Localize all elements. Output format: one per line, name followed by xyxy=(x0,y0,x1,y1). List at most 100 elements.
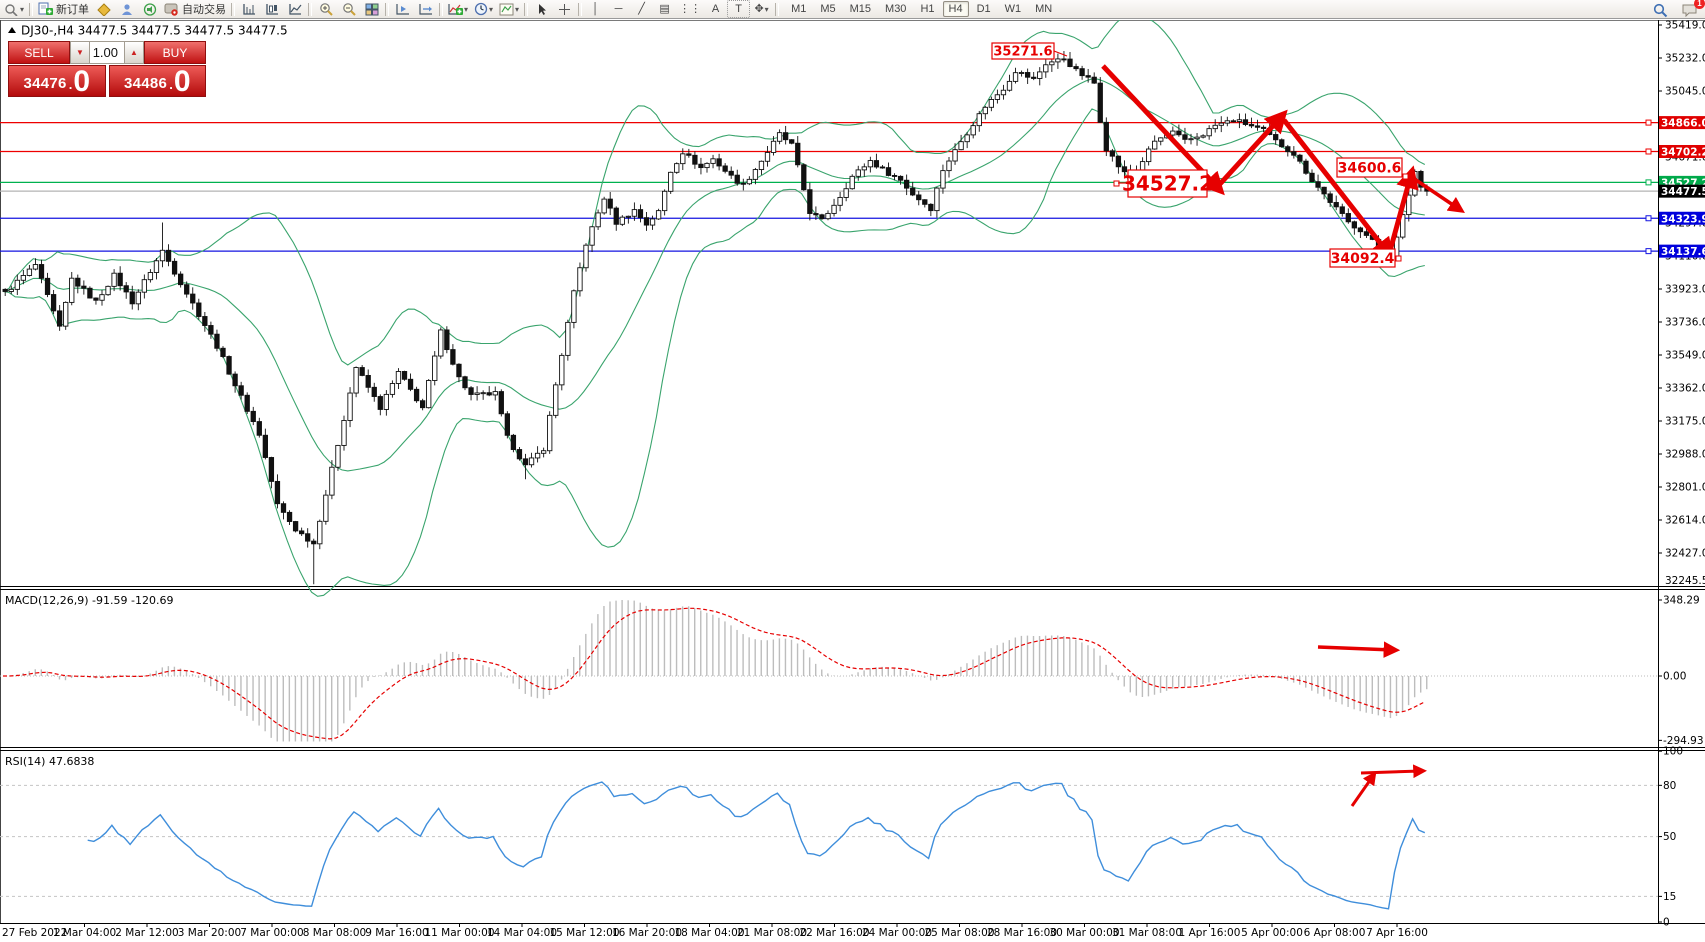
sell-button[interactable]: SELL xyxy=(8,41,70,64)
timeframe-H1[interactable]: H1 xyxy=(920,3,935,15)
svg-text:30 Mar 00:00: 30 Mar 00:00 xyxy=(1049,927,1119,939)
buy-price-main: 34486 xyxy=(123,75,168,92)
timeframe-M15[interactable]: M15 xyxy=(849,3,872,15)
horizontal-line-tool[interactable]: ─ xyxy=(614,2,623,15)
chart-title: DJ30-,H4 34477.5 34477.5 34477.5 34477.5 xyxy=(21,24,288,38)
svg-text:80: 80 xyxy=(1663,780,1676,792)
vertical-line-tool[interactable]: │ xyxy=(592,2,599,15)
chevron-down-icon: ▾ xyxy=(20,4,25,14)
toolbar-separator xyxy=(524,2,529,16)
toolbar-separator xyxy=(578,2,583,16)
svg-text:32801.0: 32801.0 xyxy=(1665,481,1705,493)
search-icon[interactable] xyxy=(1649,1,1672,19)
text-label-tool[interactable]: T xyxy=(727,0,751,18)
auto-scroll-icon[interactable] xyxy=(391,0,414,18)
zoom-in-icon[interactable] xyxy=(314,0,337,18)
svg-text:35045.0: 35045.0 xyxy=(1665,85,1705,97)
line-chart-mode-icon[interactable] xyxy=(283,0,306,18)
autotrade-icon xyxy=(164,3,178,16)
timeframe-MN[interactable]: MN xyxy=(1035,3,1053,15)
svg-text:16 Mar 20:00: 16 Mar 20:00 xyxy=(612,927,682,939)
svg-text:348.29: 348.29 xyxy=(1663,595,1700,607)
timeframe-M30[interactable]: M30 xyxy=(885,3,907,15)
notifications-bubble[interactable]: 1 xyxy=(1678,0,1705,19)
svg-text:32614.0: 32614.0 xyxy=(1665,514,1705,526)
svg-text:33549.0: 33549.0 xyxy=(1665,349,1705,361)
svg-text:11 Mar 00:00: 11 Mar 00:00 xyxy=(424,927,494,939)
timeframe-W1[interactable]: W1 xyxy=(1004,3,1022,15)
svg-text:100: 100 xyxy=(1663,746,1683,758)
svg-text:35271.6: 35271.6 xyxy=(993,45,1052,60)
svg-text:1 Mar 04:00: 1 Mar 04:00 xyxy=(53,927,116,939)
svg-text:0: 0 xyxy=(1663,917,1670,929)
svg-text:0.00: 0.00 xyxy=(1663,671,1686,683)
sell-price-dot: . xyxy=(68,77,73,92)
periods-menu[interactable]: ▾ xyxy=(471,0,496,18)
new-order-label: 新订单 xyxy=(56,4,90,16)
indicators-menu[interactable]: ▾ xyxy=(445,0,471,18)
text-tool[interactable]: A xyxy=(711,2,720,15)
svg-text:32245.5: 32245.5 xyxy=(1665,575,1705,587)
volume-increase-button[interactable]: ▲ xyxy=(124,41,144,64)
templates-menu[interactable]: ▾ xyxy=(496,0,522,18)
cursor-tool-icon[interactable] xyxy=(530,0,553,18)
shapes-menu[interactable]: ✥ ▾ xyxy=(750,0,773,18)
trendline-tool[interactable]: ╱ xyxy=(638,2,645,15)
svg-text:34477.5: 34477.5 xyxy=(1661,186,1705,198)
svg-text:3 Mar 20:00: 3 Mar 20:00 xyxy=(178,927,241,939)
svg-text:18 Mar 04:00: 18 Mar 04:00 xyxy=(674,927,744,939)
tile-windows-icon[interactable] xyxy=(360,0,383,18)
buy-price-big-digit: 0 xyxy=(173,65,191,99)
chart-area[interactable]: 35419.035232.035045.034858.034671.034484… xyxy=(0,20,1705,942)
timeframe-M5[interactable]: M5 xyxy=(820,3,836,15)
timeframe-M1[interactable]: M1 xyxy=(791,3,807,15)
fibonacci-tool[interactable]: ⋮⋮ xyxy=(679,2,702,15)
equidistant-channel-tool[interactable]: ▤ xyxy=(659,2,670,15)
timeframe-D1[interactable]: D1 xyxy=(976,3,991,15)
svg-text:27 Feb 2022: 27 Feb 2022 xyxy=(2,927,67,939)
toolbar-separator xyxy=(308,2,313,16)
price-annotations[interactable]: 35271.6 34527.2 34600.6 34092.4 xyxy=(991,42,1409,268)
candlestick-mode-icon[interactable] xyxy=(260,0,283,18)
crosshair-tool-icon[interactable] xyxy=(553,0,576,18)
svg-text:35419.0: 35419.0 xyxy=(1665,20,1705,32)
svg-text:21 Mar 08:00: 21 Mar 08:00 xyxy=(737,927,807,939)
clock-icon xyxy=(474,2,488,16)
svg-text:32427.0: 32427.0 xyxy=(1665,547,1705,559)
chart-shift-icon[interactable] xyxy=(414,0,437,18)
chart-style-icon[interactable] xyxy=(92,0,115,18)
buy-button[interactable]: BUY xyxy=(144,41,206,64)
one-click-trading-panel: SELL ▼ 1.00 ▲ BUY 34476. 0 34486. 0 xyxy=(8,41,206,97)
svg-text:-294.93: -294.93 xyxy=(1663,735,1704,747)
svg-text:34323.9: 34323.9 xyxy=(1661,213,1705,225)
trend-arrows[interactable] xyxy=(1101,64,1465,807)
timeframe-H4[interactable]: H4 xyxy=(942,1,969,17)
price-axis: 35419.035232.035045.034858.034671.034484… xyxy=(1658,20,1705,587)
new-order-button[interactable]: 新订单 xyxy=(35,0,92,18)
sell-price-big-digit: 0 xyxy=(73,65,91,99)
svg-text:8 Mar 08:00: 8 Mar 08:00 xyxy=(303,927,366,939)
macd-indicator-label: MACD(12,26,9) -91.59 -120.69 xyxy=(5,594,173,607)
news-speaker-icon[interactable] xyxy=(138,0,161,18)
chart-window-icon[interactable]: ▾ xyxy=(2,0,27,18)
svg-text:31 Mar 08:00: 31 Mar 08:00 xyxy=(1112,927,1182,939)
timeframe-group: M1 M5 M15 M30 H1 H4 D1 W1 MN xyxy=(781,0,1062,18)
collapse-triangle-icon[interactable] xyxy=(8,27,16,33)
buy-price-button[interactable]: 34486. 0 xyxy=(108,65,206,99)
bar-chart-mode-icon[interactable] xyxy=(237,0,260,18)
zoom-out-icon[interactable] xyxy=(337,0,360,18)
rsi-pane: 100 80 50 15 0 xyxy=(0,746,1683,929)
notification-badge: 1 xyxy=(1694,0,1705,9)
template-icon xyxy=(499,3,514,15)
svg-text:34702.2: 34702.2 xyxy=(1661,146,1705,158)
candlestick-series xyxy=(2,51,1430,585)
autotrade-button[interactable]: 自动交易 xyxy=(161,0,229,18)
volume-input[interactable]: 1.00 xyxy=(90,41,124,64)
rsi-indicator-label: RSI(14) 47.6838 xyxy=(5,755,94,768)
sell-price-button[interactable]: 34476. 0 xyxy=(8,65,106,97)
volume-decrease-button[interactable]: ▼ xyxy=(70,41,90,64)
svg-text:34866.0: 34866.0 xyxy=(1661,118,1705,130)
toolbar-separator xyxy=(775,2,780,16)
market-watch-icon[interactable] xyxy=(115,0,138,18)
